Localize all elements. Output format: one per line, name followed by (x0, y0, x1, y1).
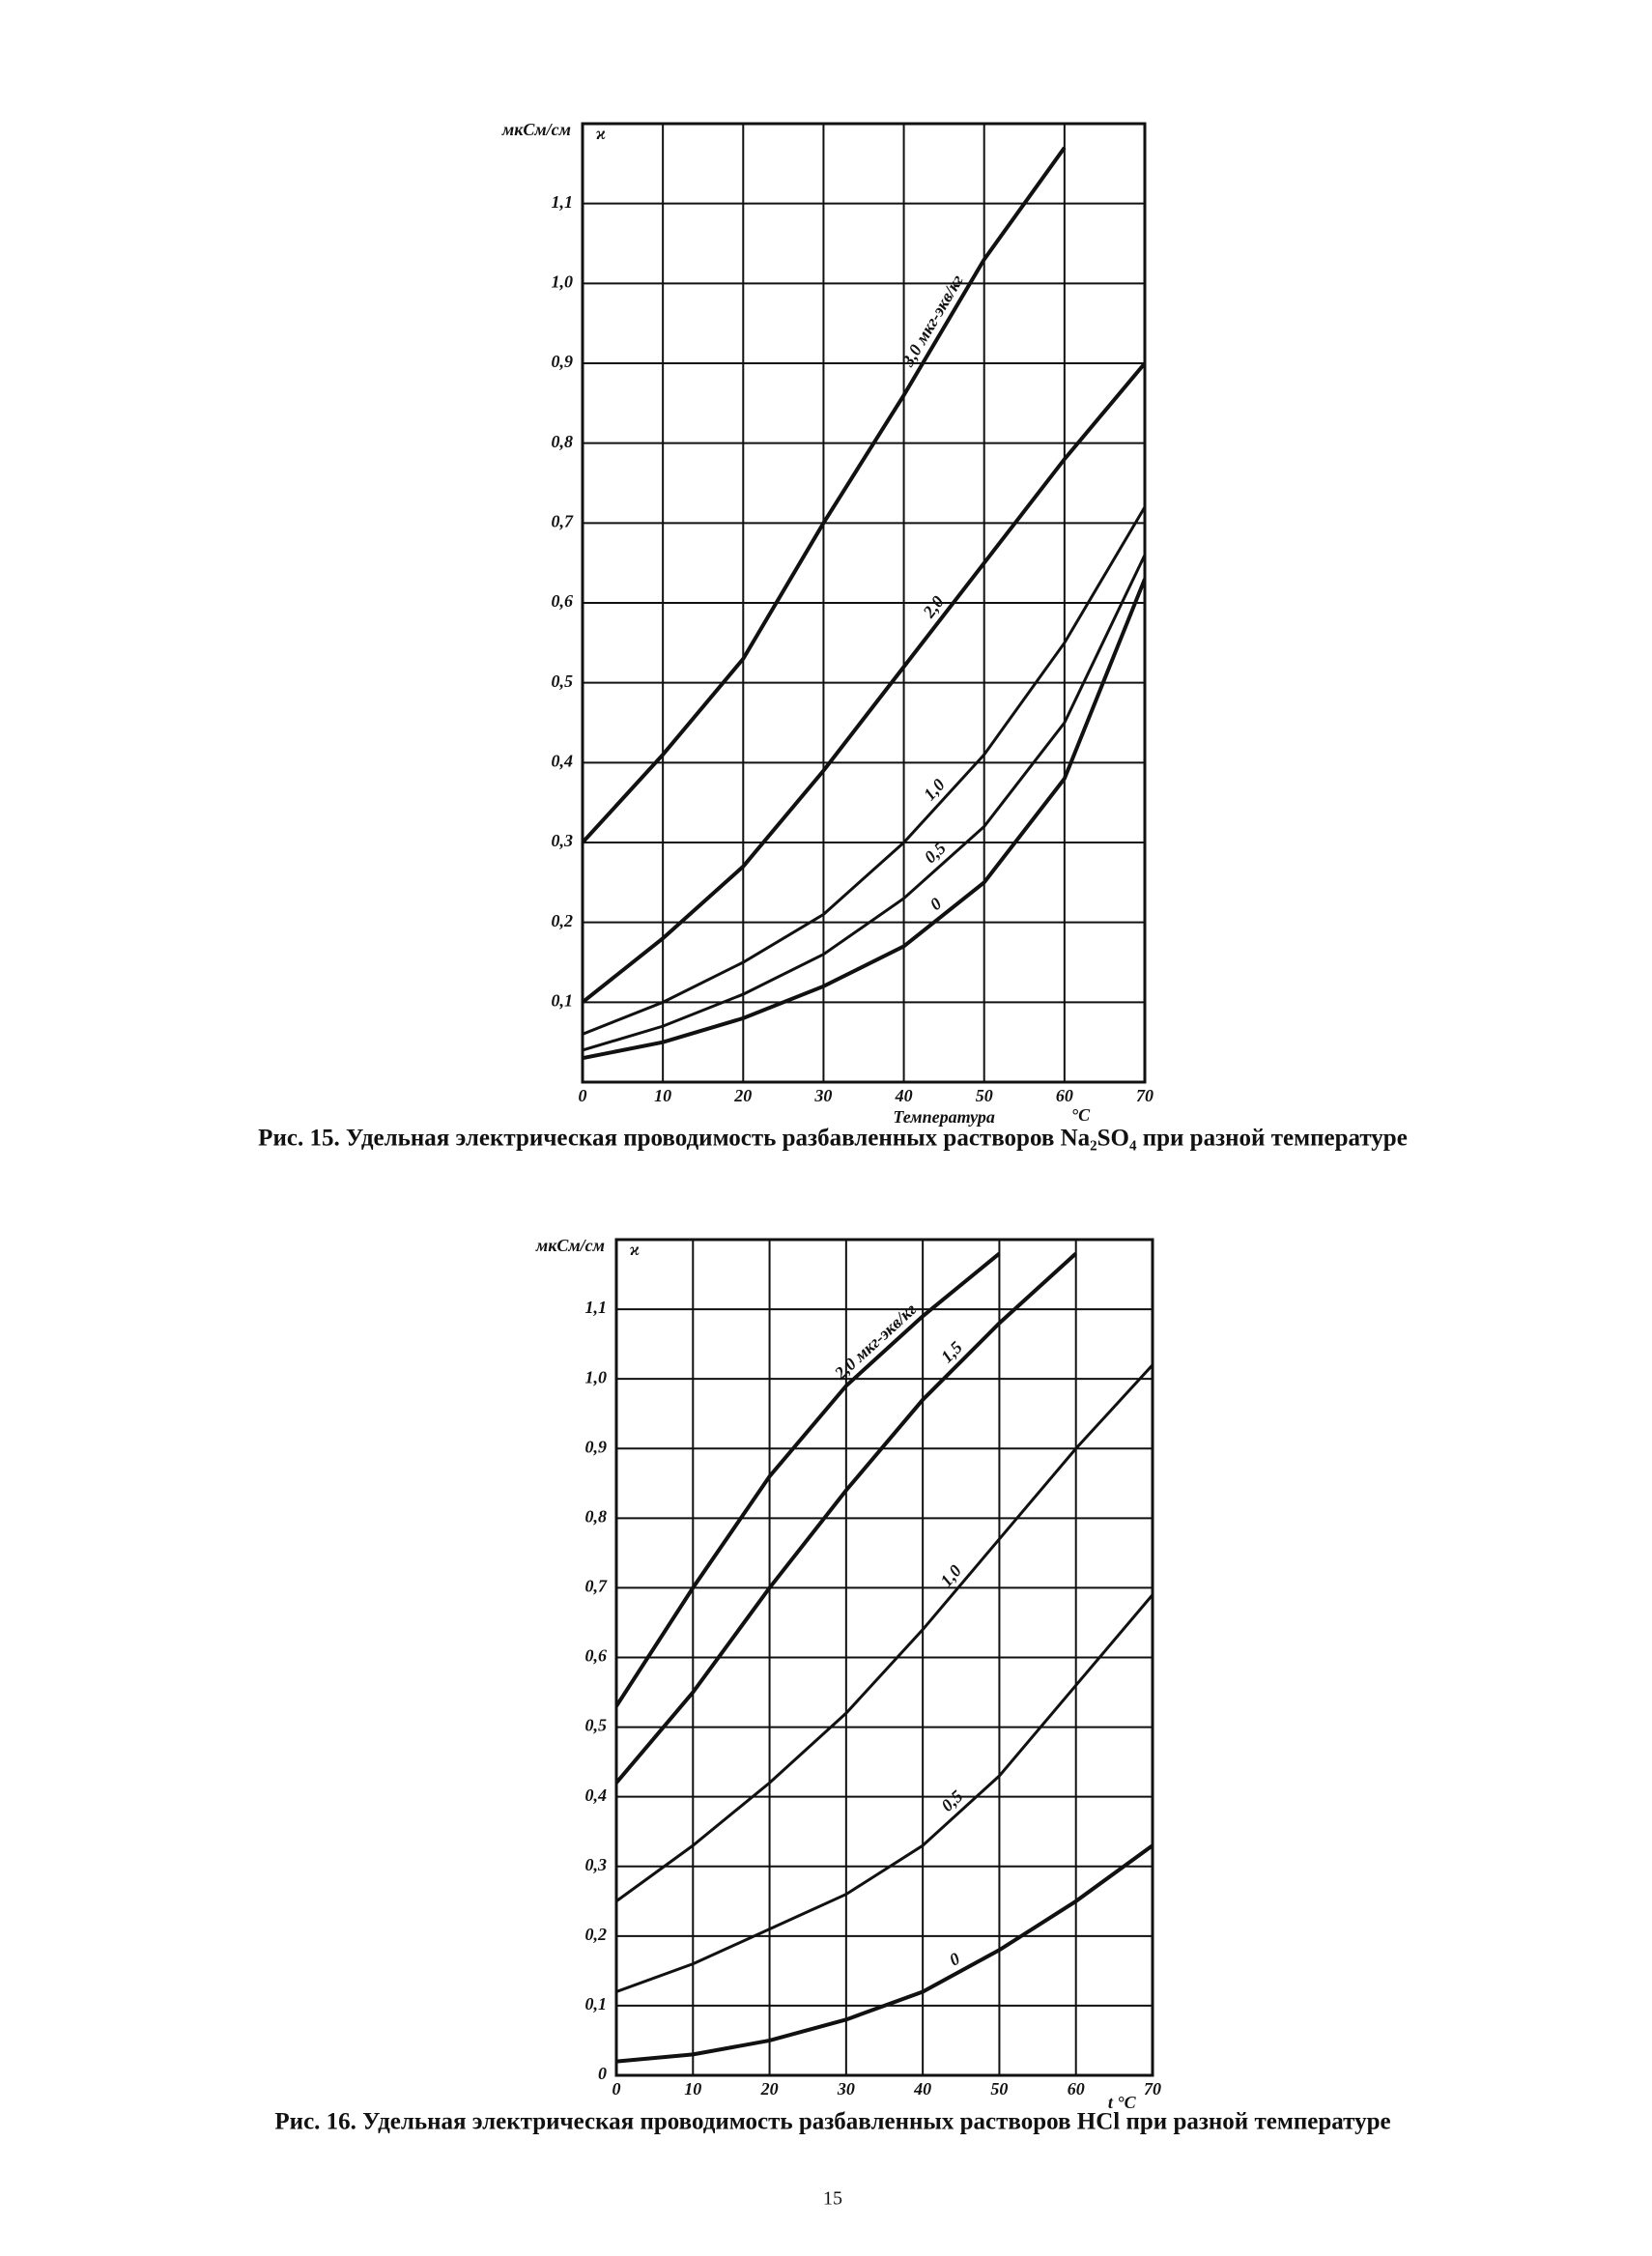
y-tick-label: 0,4 (552, 751, 574, 770)
x-tick-label: 10 (684, 2079, 701, 2099)
y-tick-label: 0,3 (585, 1855, 608, 1874)
y-tick-label: 0,6 (585, 1646, 608, 1666)
y-symbol: ϰ (630, 1240, 640, 1259)
curve-label: 3,0 мкг-экв/кг (897, 271, 967, 371)
curve (583, 506, 1145, 1036)
y-symbol: ϰ (596, 124, 606, 143)
x-label: t °C (1108, 2093, 1137, 2112)
y-tick-label: 1,1 (585, 1298, 608, 1317)
x-tick-label: 10 (654, 1086, 671, 1105)
curve-label: 0 (926, 894, 945, 914)
curve (583, 361, 1145, 1004)
y-tick-label: 1,0 (585, 1367, 608, 1386)
chart: 0 0,1 0,2 0,3 0,4 0,5 0,6 0,7 0,8 0,9 1,0 1,1 0 10 20 3… (274, 1236, 1390, 2135)
x-tick-label: 60 (1068, 2079, 1085, 2099)
curve (616, 1363, 1153, 1903)
y-tick-label: 0,8 (585, 1506, 608, 1526)
y-tick-label: 0,3 (552, 831, 574, 850)
y-unit: мкСм/см (535, 1236, 605, 1255)
y-tick-label: 0,9 (585, 1437, 608, 1456)
x-tick-label: 20 (760, 2079, 779, 2099)
x-label: Температура (893, 1107, 995, 1127)
curve (583, 146, 1067, 844)
caption: Рис. 16. Удельная электрическая проводим… (274, 2109, 1390, 2135)
curve (616, 1843, 1153, 2064)
curve-label: 2,0 мкг-экв/кг (830, 1299, 920, 1384)
x-unit: °C (1071, 1105, 1091, 1125)
y-tick-label: 0,6 (552, 591, 574, 611)
curve (616, 1593, 1153, 1993)
y-tick-label: 0,5 (552, 671, 574, 691)
curve (616, 1251, 1001, 1708)
y-tick-label: 0 (598, 2064, 607, 2083)
y-tick-label: 0,7 (552, 511, 575, 530)
curve (616, 1251, 1078, 1785)
x-tick-label: 70 (1144, 2079, 1161, 2099)
x-tick-label: 50 (990, 2079, 1008, 2099)
x-tick-label: 50 (976, 1086, 993, 1105)
x-tick-label: 60 (1056, 1086, 1073, 1105)
x-tick-label: 20 (733, 1086, 752, 1105)
curve (583, 554, 1145, 1052)
x-tick-label: 0 (612, 2079, 621, 2099)
y-tick-label: 0,8 (552, 432, 574, 451)
y-tick-label: 0,1 (552, 990, 574, 1010)
x-tick-label: 30 (837, 2079, 855, 2099)
chart: 0,1 0,2 0,3 0,4 0,5 0,6 0,7 0,8 0,9 1,0 1,1 0 10 20 30… (258, 120, 1408, 1152)
y-tick-label: 0,1 (585, 1994, 608, 2013)
curve-label: 0 (946, 1949, 962, 1970)
y-tick-label: 0,7 (585, 1577, 609, 1596)
y-unit: мкСм/см (501, 120, 571, 139)
y-tick-label: 1,1 (552, 192, 574, 212)
curve (583, 578, 1145, 1061)
x-tick-label: 40 (913, 2079, 931, 2099)
y-tick-label: 0,2 (552, 911, 574, 930)
x-tick-label: 0 (579, 1086, 587, 1105)
y-tick-label: 0,5 (585, 1716, 608, 1735)
x-tick-label: 70 (1136, 1086, 1154, 1105)
caption: Рис. 15. Удельная электрическая проводим… (258, 1126, 1408, 1152)
page-number: 15 (823, 2188, 842, 2210)
y-tick-label: 0,4 (585, 1785, 608, 1805)
y-tick-label: 0,9 (552, 352, 574, 371)
x-tick-label: 40 (895, 1086, 913, 1105)
x-tick-label: 30 (813, 1086, 832, 1105)
y-tick-label: 0,2 (585, 1925, 608, 1944)
y-tick-label: 1,0 (552, 271, 574, 291)
